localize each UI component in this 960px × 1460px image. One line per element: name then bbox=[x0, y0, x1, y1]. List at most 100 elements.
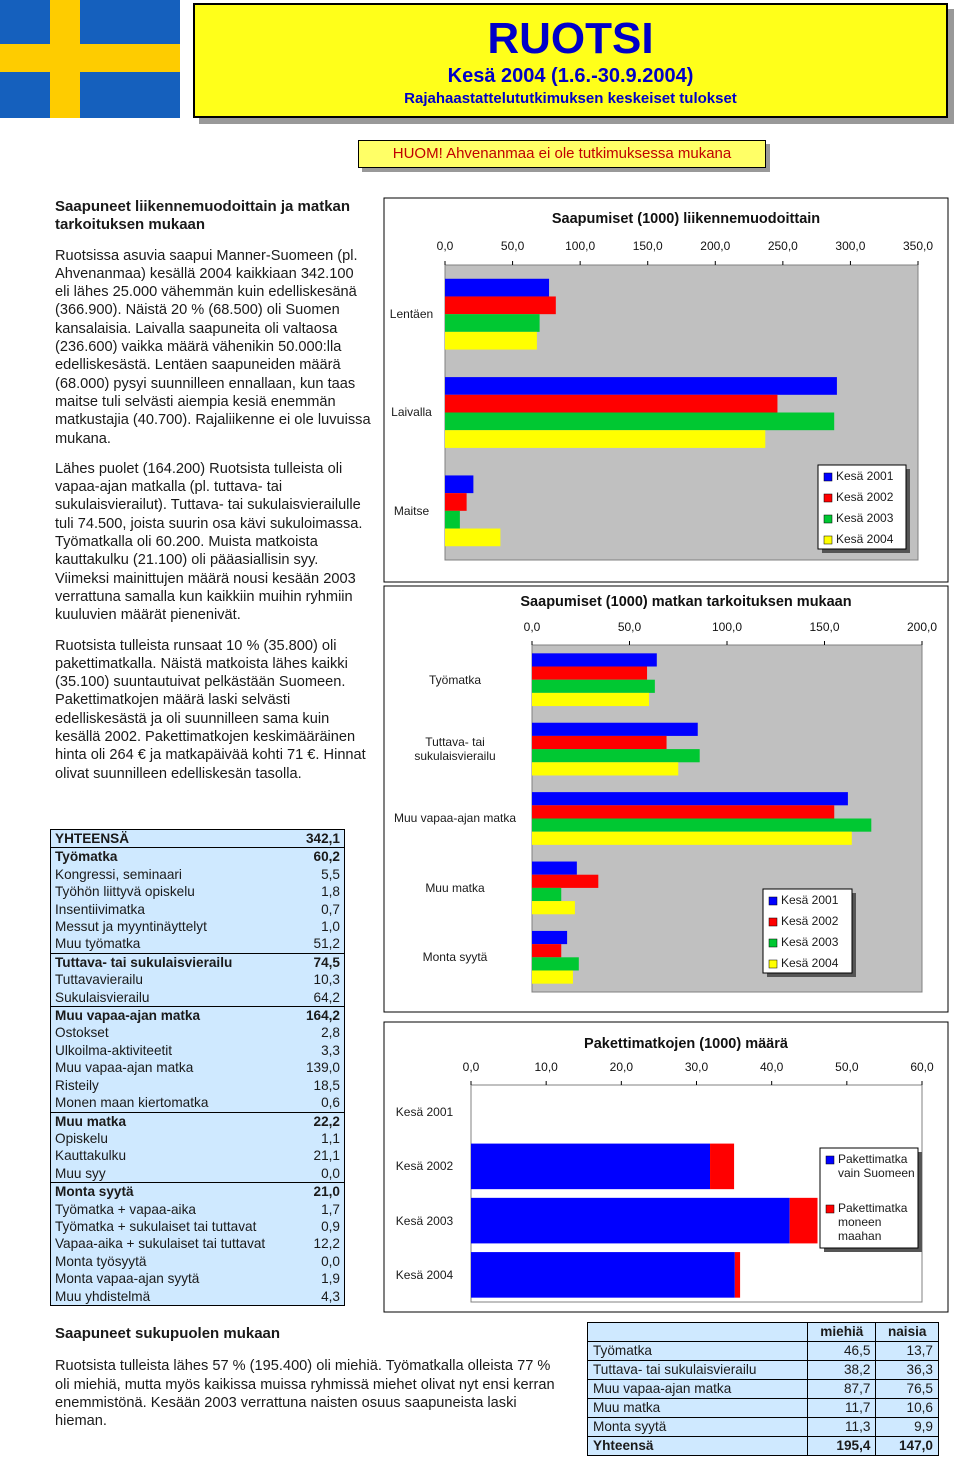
table-row: Muu vapaa-ajan matka 139,0 bbox=[51, 1059, 345, 1076]
table-row: Muu yhdistelmä 4,3 bbox=[51, 1288, 345, 1306]
legend-swatch bbox=[823, 493, 833, 503]
paragraph: Lähes puolet (164.200) Ruotsista tulleis… bbox=[55, 460, 363, 624]
row-label: Työhön liittyvä opiskelu bbox=[55, 884, 195, 900]
row-value: 1,8 bbox=[321, 884, 340, 900]
x-tick-label: 0,0 bbox=[437, 239, 454, 253]
row-value: 10,3 bbox=[313, 972, 340, 988]
legend-swatch bbox=[768, 938, 778, 948]
row-value: 342,1 bbox=[305, 831, 340, 846]
legend-box bbox=[762, 888, 853, 974]
row-value: 1,0 bbox=[321, 919, 340, 935]
legend-swatch bbox=[825, 1204, 835, 1214]
bar bbox=[532, 792, 848, 806]
table-row: Työmatka 46,5 13,7 bbox=[586, 1341, 939, 1361]
table-row: Työmatka + sukulaiset tai tuttavat 0,9 bbox=[51, 1218, 345, 1235]
legend-label-box: Kesä 2004 bbox=[836, 532, 893, 546]
x-tick-label: 100,0 bbox=[565, 239, 595, 253]
table-row: Monta vapaa-ajan syytä 1,9 bbox=[51, 1270, 345, 1287]
row-value: 18,5 bbox=[313, 1077, 340, 1093]
gender-table: miehiä naisia Työmatka 46,5 13,7 Tuttava- tai… bbox=[586, 1322, 939, 1456]
subtitle: Kesä 2004 (1.6.-30.9.2004) bbox=[447, 65, 694, 87]
bar bbox=[445, 296, 556, 315]
legend-label: Kesä 2003 bbox=[836, 511, 894, 525]
bar bbox=[532, 957, 579, 971]
legend-label: Kesä 2001 bbox=[836, 469, 894, 483]
x-tick-label: 200,0 bbox=[700, 239, 730, 253]
paragraph: Ruotsista tulleista lähes 57 % (195.400)… bbox=[55, 1358, 555, 1430]
row-label: Muu työmatka bbox=[55, 936, 141, 952]
x-tick-label: 150,0 bbox=[809, 620, 839, 634]
row-label: Kongressi, seminaari bbox=[55, 866, 182, 882]
bar bbox=[532, 653, 657, 667]
cell-value: 38,2 bbox=[807, 1360, 877, 1380]
legend-label: Kesä 2002 bbox=[836, 490, 894, 504]
legend-swatch bbox=[768, 917, 778, 927]
x-tick-label: 50,0 bbox=[835, 1060, 859, 1074]
chart-title: Saapumiset (1000) matkan tarkoituksen mu… bbox=[520, 594, 851, 610]
bar bbox=[532, 762, 679, 776]
row-label: Monta työsyytä bbox=[55, 1253, 147, 1269]
gender-text: Saapuneet sukupuolen mukaan Ruotsista tu… bbox=[55, 1325, 567, 1430]
x-tick-label: 0,0 bbox=[463, 1060, 480, 1074]
cell-value: 195,4 bbox=[807, 1436, 877, 1456]
header-box: RUOTSI Kesä 2004 (1.6.-30.9.2004) Rajaha… bbox=[193, 3, 948, 118]
row-value: 164,2 bbox=[296, 1006, 345, 1025]
row-label: Muu vapaa-ajan matka bbox=[55, 1060, 194, 1076]
table-row: Muu syy 0,0 bbox=[51, 1165, 345, 1183]
subtitle: Rajahaastattelututkimuksen keskeiset tul… bbox=[404, 90, 737, 107]
category-label: Monta syytä bbox=[422, 950, 488, 965]
table-row: Monen maan kiertomatka 0,6 bbox=[51, 1094, 345, 1112]
row-label: Yhteensä bbox=[586, 1436, 809, 1456]
x-tick-label: 100,0 bbox=[712, 620, 742, 634]
cell-value: 13,7 bbox=[875, 1341, 939, 1361]
row-label: Muu matka bbox=[586, 1398, 809, 1418]
legend-swatch bbox=[768, 896, 778, 906]
row-label: Monta syytä bbox=[50, 1182, 297, 1201]
table-row: Messut ja myyntinäyttelyt 1,0 bbox=[51, 918, 345, 935]
bar-segment bbox=[471, 1252, 735, 1298]
category-label-box: Kesä 2002 bbox=[396, 1159, 453, 1173]
category-label: Tuttava- tai sukulaisvierailu bbox=[414, 735, 496, 764]
row-value: 4,3 bbox=[321, 1288, 340, 1304]
row-label: YHTEENSÄ bbox=[55, 831, 130, 846]
legend-label-box: Kesä 2001 bbox=[836, 469, 894, 483]
legend-label-box: Pakettimatka vain Suomeen bbox=[838, 1152, 915, 1180]
charts: Saapumiset (1000) liikennemuodoittain 0,0… bbox=[383, 197, 949, 1313]
x-tick-label: 350,0 bbox=[903, 239, 933, 253]
row-label: Ostokset bbox=[55, 1025, 109, 1041]
chart-title: Saapumiset (1000) liikennemuodoittain bbox=[552, 211, 820, 227]
column-header: naisia bbox=[875, 1322, 939, 1342]
bar bbox=[532, 735, 667, 750]
legend-label: Kesä 2001 bbox=[781, 893, 839, 907]
bar bbox=[532, 805, 835, 819]
bar bbox=[532, 666, 648, 680]
x-tick-label: 250,0 bbox=[768, 239, 798, 253]
row-value: 2,8 bbox=[321, 1025, 340, 1041]
row-label: Insentiivimatka bbox=[55, 901, 145, 917]
bar bbox=[445, 314, 540, 332]
category-label-box: Laivalla bbox=[391, 405, 432, 419]
x-tick-label: 30,0 bbox=[685, 1060, 709, 1074]
legend-label: Pakettimatka vain Suomeen bbox=[838, 1152, 915, 1180]
row-value: 51,2 bbox=[313, 936, 340, 952]
row-label: Muu syy bbox=[55, 1165, 106, 1181]
category-label-box: Monta syytä bbox=[422, 950, 488, 965]
row-label: Monen maan kiertomatka bbox=[55, 1095, 209, 1111]
bar bbox=[532, 861, 577, 875]
row-value: 64,2 bbox=[313, 989, 340, 1005]
table-row: Tuttavavierailu 10,3 bbox=[51, 971, 345, 988]
bar bbox=[532, 749, 700, 763]
row-label: Opiskelu bbox=[55, 1130, 108, 1146]
bar bbox=[532, 901, 575, 915]
bar bbox=[445, 475, 474, 494]
table-row: YHTEENSÄ 342,1 bbox=[51, 830, 345, 848]
bar-segment bbox=[710, 1143, 735, 1190]
row-label: Monta syytä bbox=[586, 1417, 809, 1437]
x-tick-label: 20,0 bbox=[610, 1060, 634, 1074]
table-row: Kongressi, seminaari 5,5 bbox=[51, 866, 345, 883]
cell-value: 11,7 bbox=[807, 1398, 877, 1418]
table-row: Ostokset 2,8 bbox=[51, 1024, 345, 1041]
table-row: Muu työmatka 51,2 bbox=[51, 935, 345, 953]
bar bbox=[445, 278, 550, 297]
